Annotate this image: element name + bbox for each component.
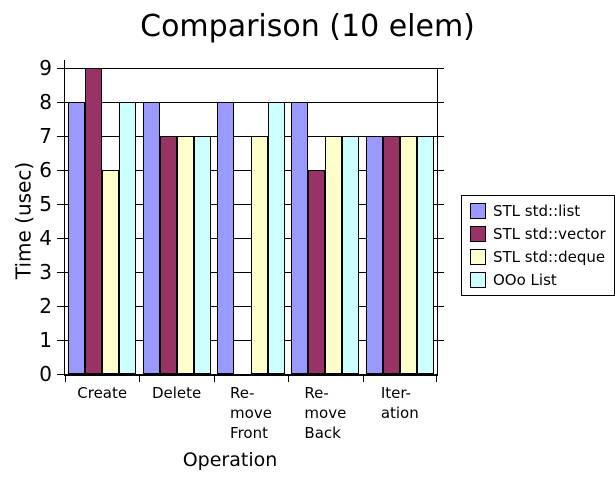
x-category-text: Delete [151, 384, 202, 402]
right-tick-y8 [438, 102, 444, 103]
y-tick-label: 6 [39, 158, 52, 182]
y-tick-label: 3 [39, 260, 52, 284]
bar-stl-std-vector-1 [159, 136, 177, 374]
legend-label: STL std::list [493, 202, 581, 220]
right-tick-y1 [438, 340, 444, 341]
bar-stl-std-list-0 [68, 102, 86, 374]
legend-label: STL std::deque [493, 248, 606, 266]
y-tick-label: 7 [39, 124, 52, 148]
x-category-label-2: Re- move Front [209, 383, 293, 443]
x-tick-3 [288, 374, 290, 382]
bar-stl-std-list-3 [291, 102, 309, 374]
bar-stl-std-list-4 [365, 136, 383, 374]
bar-stl-std-deque-2 [251, 136, 268, 374]
x-axis-title: Operation [182, 449, 278, 471]
legend-swatch-icon [470, 272, 486, 288]
legend-item: STL std::deque [470, 249, 606, 265]
right-tick-y9 [438, 68, 444, 69]
left-tick-y5 [57, 204, 65, 205]
chart-title: Comparison (10 elem) [140, 9, 475, 44]
x-category-text: Re- move Back [304, 384, 347, 442]
x-category-label-4: Iter- ation [358, 383, 442, 423]
y-tick-label: 5 [39, 192, 52, 216]
bar-stl-std-deque-1 [176, 136, 194, 374]
left-tick-y7 [57, 136, 65, 137]
y-tick-label: 2 [39, 294, 52, 318]
bar-ooo-list-2 [268, 102, 285, 374]
x-tick-2 [213, 374, 215, 382]
bar-stl-std-list-1 [142, 102, 160, 374]
legend-swatch-icon [470, 203, 486, 219]
bar-stl-std-vector-0 [85, 68, 103, 374]
y-axis-line [64, 60, 65, 68]
right-tick-y7 [438, 136, 444, 137]
legend-label: STL std::vector [493, 225, 606, 243]
x-category-text: Re- move Front [230, 384, 272, 442]
left-tick-y4 [57, 238, 65, 239]
left-tick-y9 [57, 68, 65, 69]
x-tick-5 [436, 374, 437, 382]
legend-swatch-icon [470, 226, 486, 242]
bar-ooo-list-3 [342, 136, 360, 374]
x-tick-4 [362, 374, 364, 382]
right-tick-y2 [438, 306, 444, 307]
gridline-y9 [65, 68, 437, 69]
y-tick-label: 8 [39, 90, 52, 114]
plot-area [57, 60, 444, 376]
y-tick-label: 1 [39, 328, 52, 352]
bar-ooo-list-0 [119, 102, 137, 374]
left-tick-y6 [57, 170, 65, 171]
y-tick-label: 9 [39, 56, 52, 80]
left-tick-y3 [57, 272, 65, 273]
gridline-y8 [65, 102, 437, 103]
left-tick-y0 [57, 374, 65, 375]
bar-ooo-list-4 [416, 136, 434, 374]
right-tick-y4 [438, 238, 444, 239]
right-tick-y3 [438, 272, 444, 273]
bar-stl-std-deque-0 [102, 170, 120, 374]
left-tick-y2 [57, 306, 65, 307]
x-category-label-0: Create [60, 383, 144, 403]
bar-stl-std-vector-4 [382, 136, 400, 374]
bar-stl-std-list-2 [217, 102, 234, 374]
bar-stl-std-vector-3 [308, 170, 326, 374]
y-tick-label: 0 [39, 362, 52, 386]
legend-item: STL std::list [470, 203, 606, 219]
legend-label: OOo List [493, 271, 557, 289]
x-category-label-1: Delete [134, 383, 218, 403]
x-tick-1 [139, 374, 141, 382]
right-tick-y6 [438, 170, 444, 171]
x-category-label-3: Re- move Back [283, 383, 367, 443]
y-tick-label: 4 [39, 226, 52, 250]
bar-ooo-list-1 [193, 136, 211, 374]
x-tick-0 [65, 374, 66, 382]
x-category-text: Create [77, 384, 128, 402]
legend-item: OOo List [470, 272, 606, 288]
left-tick-y8 [57, 102, 65, 103]
x-category-text: Iter- ation [380, 384, 419, 422]
legend-swatch-icon [470, 249, 486, 265]
left-tick-y1 [57, 340, 65, 341]
bar-stl-std-deque-3 [325, 136, 343, 374]
bar-stl-std-deque-4 [399, 136, 417, 374]
legend-item: STL std::vector [470, 226, 606, 242]
right-tick-y5 [438, 204, 444, 205]
